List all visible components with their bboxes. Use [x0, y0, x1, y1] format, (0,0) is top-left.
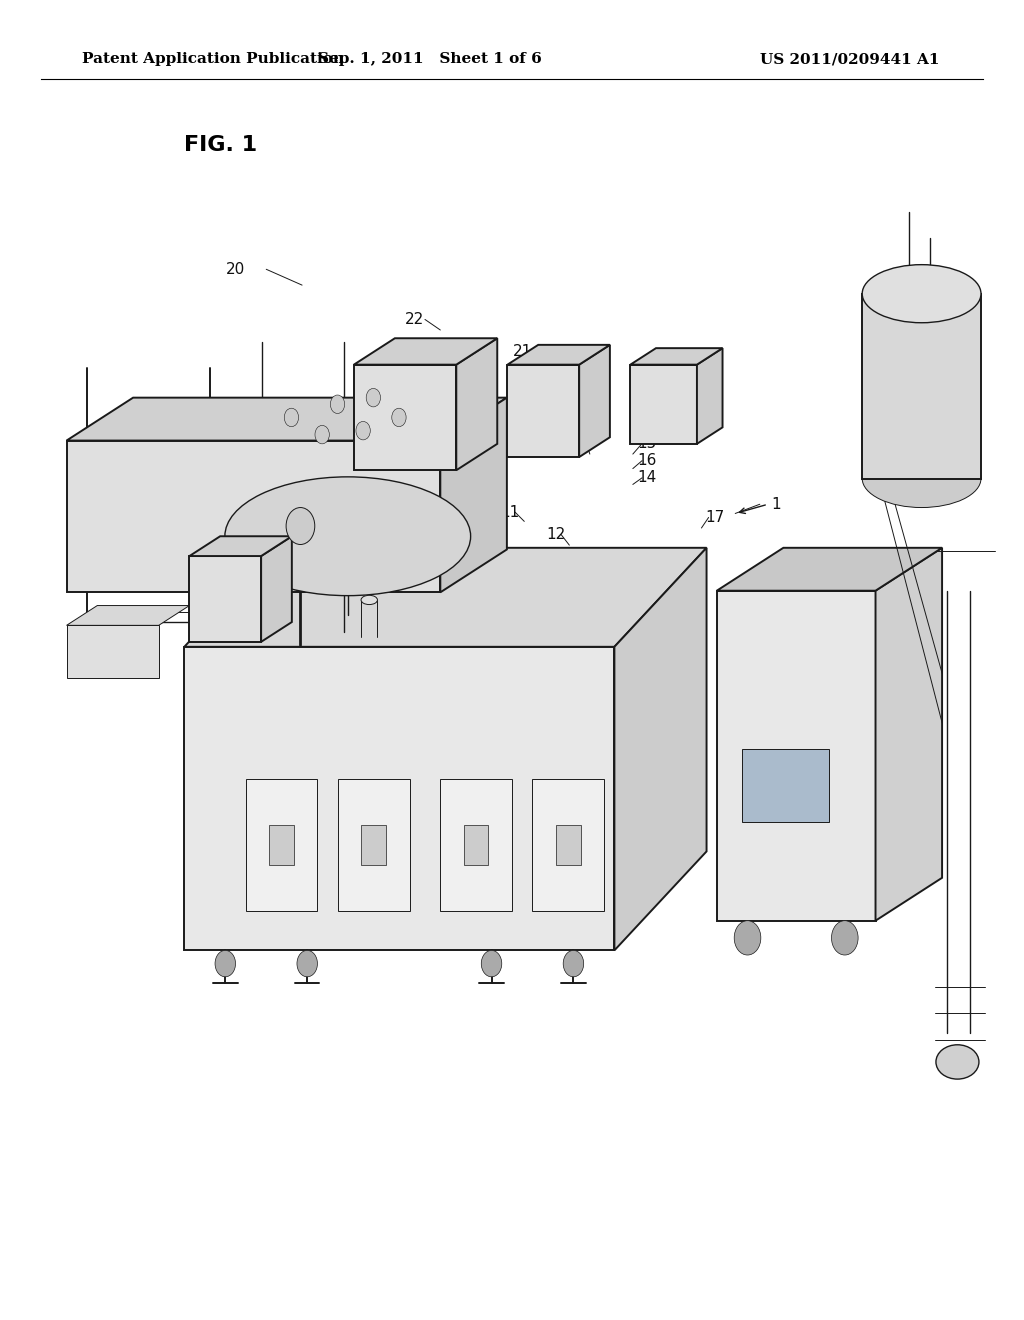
Polygon shape	[361, 825, 386, 865]
Polygon shape	[717, 548, 942, 591]
Circle shape	[734, 920, 761, 956]
Circle shape	[215, 950, 236, 977]
Text: 3: 3	[285, 535, 295, 550]
Circle shape	[563, 950, 584, 977]
Text: 19: 19	[569, 383, 588, 399]
Polygon shape	[742, 748, 829, 821]
Circle shape	[286, 508, 314, 545]
Circle shape	[285, 408, 299, 426]
Text: 1: 1	[771, 496, 781, 512]
Text: 6: 6	[136, 453, 146, 469]
Polygon shape	[67, 397, 507, 441]
Polygon shape	[440, 397, 507, 593]
Polygon shape	[697, 348, 723, 444]
Ellipse shape	[225, 477, 471, 595]
Polygon shape	[354, 338, 498, 364]
Text: 2: 2	[280, 576, 290, 591]
Polygon shape	[457, 338, 498, 470]
Text: Patent Application Publication: Patent Application Publication	[82, 53, 344, 66]
Text: 8: 8	[358, 531, 369, 546]
Text: 14: 14	[638, 470, 656, 486]
Polygon shape	[269, 825, 294, 865]
Text: 13: 13	[571, 433, 590, 449]
Text: 4: 4	[353, 562, 364, 578]
Text: 11: 11	[501, 504, 519, 520]
Circle shape	[481, 950, 502, 977]
Polygon shape	[189, 536, 292, 556]
Polygon shape	[631, 364, 697, 444]
Polygon shape	[508, 364, 580, 457]
Polygon shape	[532, 779, 604, 911]
Text: US 2011/0209441 A1: US 2011/0209441 A1	[760, 53, 940, 66]
Polygon shape	[862, 294, 981, 479]
Polygon shape	[184, 647, 614, 950]
Text: 7: 7	[187, 502, 198, 517]
Polygon shape	[556, 825, 581, 865]
Ellipse shape	[862, 450, 981, 508]
Text: 4: 4	[389, 572, 399, 587]
Polygon shape	[354, 364, 457, 470]
Circle shape	[392, 408, 407, 426]
Text: 18: 18	[400, 546, 419, 562]
Text: 12: 12	[547, 527, 565, 543]
Polygon shape	[508, 345, 610, 364]
Polygon shape	[876, 548, 942, 921]
Polygon shape	[67, 626, 159, 678]
Text: 9: 9	[443, 541, 454, 557]
Text: 21: 21	[513, 343, 531, 359]
Circle shape	[331, 395, 345, 413]
Text: 20: 20	[226, 261, 245, 277]
Polygon shape	[261, 536, 292, 642]
Circle shape	[356, 421, 371, 440]
Polygon shape	[184, 548, 707, 647]
Polygon shape	[464, 825, 488, 865]
Text: Sep. 1, 2011   Sheet 1 of 6: Sep. 1, 2011 Sheet 1 of 6	[318, 53, 542, 66]
Polygon shape	[189, 556, 261, 642]
Text: 22: 22	[406, 312, 424, 327]
Circle shape	[367, 388, 381, 407]
Polygon shape	[440, 779, 512, 911]
Text: FIG. 1: FIG. 1	[184, 135, 257, 156]
Circle shape	[315, 425, 330, 444]
Polygon shape	[67, 441, 440, 593]
Text: 17: 17	[706, 510, 724, 525]
Polygon shape	[717, 591, 876, 921]
Text: 16: 16	[638, 453, 656, 469]
Ellipse shape	[936, 1044, 979, 1078]
Polygon shape	[614, 548, 707, 950]
Ellipse shape	[361, 595, 378, 605]
Ellipse shape	[862, 264, 981, 323]
Polygon shape	[631, 348, 723, 364]
Polygon shape	[246, 779, 317, 911]
Text: 15: 15	[638, 436, 656, 451]
Polygon shape	[338, 779, 410, 911]
Polygon shape	[67, 606, 189, 626]
Polygon shape	[580, 345, 610, 457]
Circle shape	[297, 950, 317, 977]
Circle shape	[831, 920, 858, 956]
